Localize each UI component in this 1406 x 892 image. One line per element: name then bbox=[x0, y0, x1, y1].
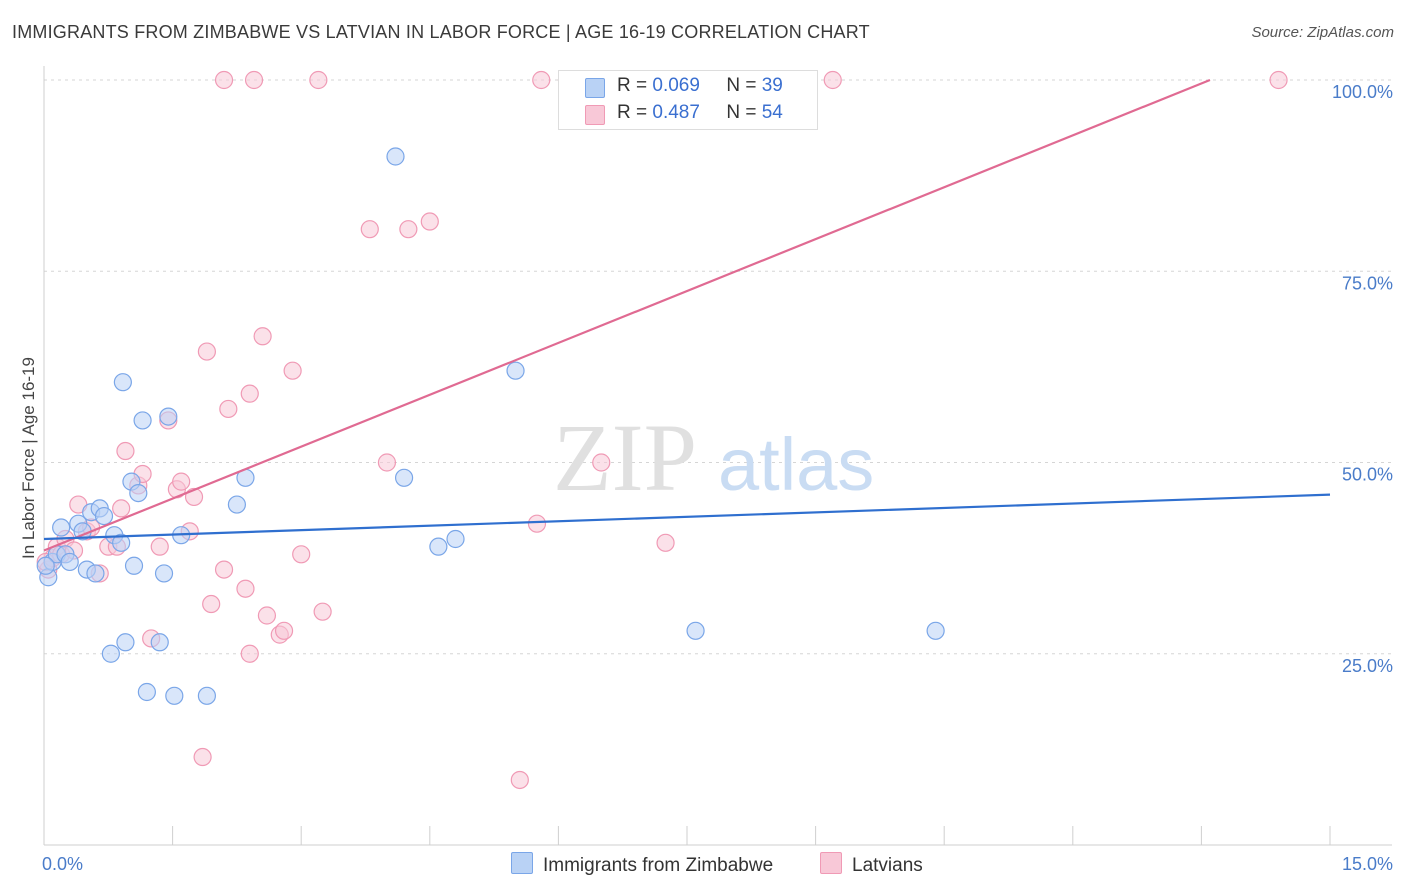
y-tick-label: 75.0% bbox=[1342, 273, 1393, 293]
zimbabwe-point bbox=[926, 621, 945, 640]
trend-lines bbox=[43, 78, 1331, 552]
latvians-point bbox=[360, 220, 379, 239]
latvians-point bbox=[313, 602, 332, 621]
legend-n-value: 54 bbox=[761, 102, 783, 123]
legend-r-label: R = bbox=[617, 102, 648, 123]
zimbabwe-point bbox=[159, 407, 178, 426]
legend-n-label: N = bbox=[726, 75, 757, 96]
legend-n-value: 39 bbox=[761, 75, 783, 96]
source-label: Source: ZipAtlas.com bbox=[1251, 24, 1394, 41]
zimbabwe-point bbox=[113, 373, 132, 392]
axes bbox=[43, 66, 1392, 846]
zimbabwe-point bbox=[133, 411, 152, 430]
x-tick-label: 15.0% bbox=[1342, 854, 1393, 874]
series-legend: Immigrants from Zimbabwe Latvians bbox=[0, 852, 1406, 878]
x-tick-label: 0.0% bbox=[42, 854, 83, 874]
zimbabwe-point bbox=[86, 564, 105, 583]
zimbabwe-point bbox=[124, 556, 144, 575]
latvians-point bbox=[823, 70, 842, 90]
latvians-point bbox=[510, 770, 529, 790]
y-tick-label: 25.0% bbox=[1342, 656, 1393, 676]
latvians-point bbox=[257, 606, 277, 625]
zimbabwe-point bbox=[137, 682, 156, 702]
latvians-point bbox=[202, 594, 221, 614]
latvians-point bbox=[172, 472, 191, 491]
y-tick-label: 50.0% bbox=[1342, 465, 1393, 485]
legend-swatch-blue bbox=[511, 852, 533, 874]
legend-r-value: 0.487 bbox=[652, 102, 700, 123]
latvians-point bbox=[244, 70, 264, 90]
zimbabwe-point bbox=[129, 484, 148, 503]
zimbabwe-point bbox=[60, 552, 79, 572]
legend-swatch-blue bbox=[585, 78, 605, 98]
latvians-point bbox=[197, 342, 216, 361]
legend-swatch-pink bbox=[585, 105, 605, 125]
latvians-point bbox=[274, 621, 294, 640]
stats-legend: R = 0.069 N = 39 R = 0.487 N = 54 bbox=[558, 70, 818, 130]
latvians-point bbox=[116, 441, 135, 461]
latvians-point bbox=[236, 579, 255, 598]
latvians-point bbox=[214, 560, 234, 579]
zimbabwe-point bbox=[386, 147, 405, 166]
zimbabwe-trend-line bbox=[43, 493, 1331, 541]
latvians-trend-line bbox=[43, 78, 1211, 552]
latvians-point bbox=[592, 453, 611, 472]
grid-lines bbox=[44, 79, 1392, 655]
zimbabwe-point bbox=[116, 633, 135, 652]
zimbabwe-point bbox=[227, 495, 246, 514]
zimbabwe-point bbox=[154, 564, 174, 583]
watermark: ZIP atlas bbox=[553, 404, 874, 511]
legend-item-latvians: Latvians bbox=[820, 852, 923, 877]
zimbabwe-point bbox=[197, 686, 216, 705]
legend-label-zimbabwe: Immigrants from Zimbabwe bbox=[543, 855, 774, 876]
legend-r-label: R = bbox=[617, 75, 648, 96]
latvians-point bbox=[309, 70, 328, 90]
legend-item-zimbabwe: Immigrants from Zimbabwe bbox=[511, 852, 773, 877]
latvians-point bbox=[420, 212, 439, 231]
latvians-point bbox=[253, 327, 272, 346]
zimbabwe-point bbox=[394, 468, 414, 487]
watermark-zip: ZIP bbox=[553, 404, 697, 511]
latvians-point bbox=[150, 537, 169, 556]
latvians-point bbox=[240, 384, 259, 403]
y-axis-label: In Labor Force | Age 16-19 bbox=[19, 357, 38, 559]
latvians-point bbox=[193, 747, 212, 767]
latvians-point bbox=[527, 514, 547, 533]
latvians-point bbox=[240, 644, 259, 663]
chart-title: IMMIGRANTS FROM ZIMBABWE VS LATVIAN IN L… bbox=[12, 22, 870, 42]
latvians-point bbox=[532, 70, 551, 90]
zimbabwe-point bbox=[506, 361, 525, 380]
latvians-point bbox=[112, 499, 131, 518]
zimbabwe-point bbox=[686, 621, 705, 640]
zimbabwe-point bbox=[446, 529, 465, 549]
latvians-point bbox=[377, 453, 397, 472]
legend-swatch-pink bbox=[820, 852, 842, 874]
zimbabwe-point bbox=[112, 533, 131, 552]
latvians-point bbox=[1269, 70, 1288, 90]
latvians-point bbox=[219, 399, 238, 419]
zimbabwe-point bbox=[36, 556, 55, 575]
zimbabwe-point bbox=[165, 686, 184, 705]
latvians-point bbox=[399, 220, 418, 239]
legend-label-latvians: Latvians bbox=[852, 855, 923, 876]
zimbabwe-point bbox=[429, 537, 448, 556]
latvians-point bbox=[656, 533, 675, 552]
latvians-point bbox=[283, 361, 302, 380]
legend-r-value: 0.069 bbox=[652, 75, 700, 96]
latvians-point bbox=[292, 545, 311, 564]
tick-labels: 25.0% 50.0% 75.0% 100.0% 0.0% 15.0% bbox=[42, 82, 1393, 874]
zimbabwe-point bbox=[101, 644, 120, 663]
legend-n-label: N = bbox=[726, 102, 757, 123]
y-tick-label: 100.0% bbox=[1332, 82, 1393, 102]
latvians-point bbox=[214, 70, 234, 90]
zimbabwe-point bbox=[52, 518, 71, 537]
watermark-atlas: atlas bbox=[718, 423, 874, 506]
zimbabwe-point bbox=[150, 633, 169, 652]
zimbabwe-point bbox=[94, 506, 114, 526]
